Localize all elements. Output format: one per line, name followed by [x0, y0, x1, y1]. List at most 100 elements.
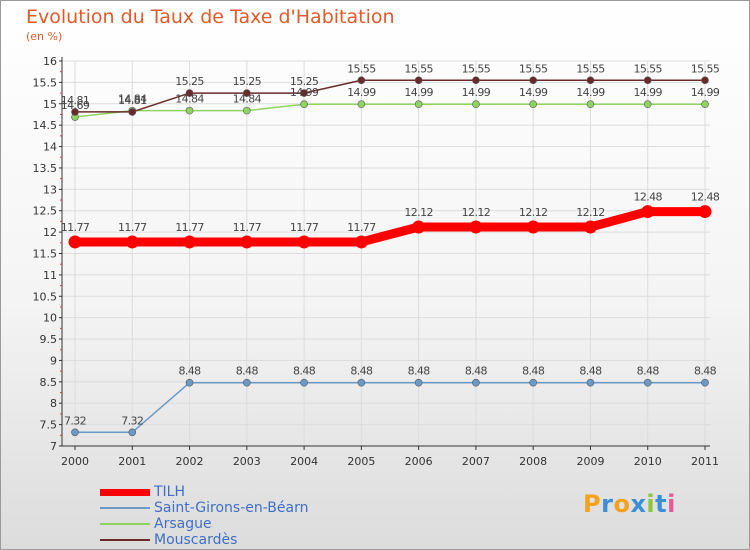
- legend-label: Saint-Girons-en-Béarn: [154, 500, 309, 516]
- y-tick-label: 13: [43, 183, 57, 196]
- data-point: [185, 89, 194, 97]
- y-tick-label: 8: [50, 397, 57, 410]
- y-tick-label: 7: [50, 440, 57, 453]
- data-point: [243, 378, 251, 387]
- data-label: 12.48: [691, 191, 720, 204]
- y-tick-label: 9.5: [40, 333, 58, 346]
- legend-label: TILH: [154, 484, 186, 500]
- data-label: 11.77: [175, 221, 204, 234]
- data-label: 14.69: [61, 99, 90, 112]
- data-label: 12.12: [462, 206, 491, 219]
- data-point: [701, 100, 709, 109]
- legend-swatch-saint-girons: [100, 507, 150, 509]
- data-label: 7.32: [64, 414, 86, 427]
- y-tick-label: 11: [43, 269, 57, 282]
- data-label: 14.99: [290, 86, 319, 99]
- data-label: 15.55: [404, 62, 433, 75]
- data-point: [357, 100, 366, 109]
- y-tick-label: 7.5: [40, 419, 58, 432]
- data-point: [185, 106, 194, 115]
- data-label: 11.77: [118, 221, 147, 234]
- y-tick-label: 15.5: [33, 76, 58, 89]
- data-point: [128, 428, 137, 437]
- data-label: 14.99: [462, 86, 491, 99]
- legend-label: Mouscardès: [154, 532, 238, 548]
- data-label: 14.84: [118, 93, 147, 106]
- legend-label: Arsague: [154, 516, 212, 532]
- data-label: 7.32: [121, 414, 143, 427]
- y-tick-label: 16: [43, 55, 57, 68]
- x-tick-label: 2005: [347, 455, 375, 468]
- x-tick-label: 2001: [118, 455, 146, 468]
- data-point: [586, 378, 595, 387]
- data-point: [698, 205, 712, 219]
- data-point: [300, 100, 308, 109]
- data-point: [414, 100, 423, 109]
- data-label: 15.25: [290, 75, 319, 88]
- logo-letter: r: [601, 490, 614, 518]
- data-point: [68, 235, 82, 249]
- proxiti-logo: Proxiti: [583, 490, 676, 518]
- data-point: [643, 378, 652, 387]
- data-label: 14.99: [519, 86, 548, 99]
- data-point: [125, 235, 139, 249]
- y-tick-label: 12: [43, 226, 57, 239]
- chart-subtitle: (en %): [26, 30, 63, 43]
- legend-swatch-arsague: [100, 523, 150, 525]
- data-point: [529, 76, 537, 85]
- x-tick-label: 2011: [691, 455, 719, 468]
- x-tick-label: 2007: [462, 455, 490, 468]
- data-label: 15.55: [347, 62, 376, 75]
- data-point: [586, 76, 595, 85]
- data-label: 8.48: [637, 365, 660, 378]
- data-label: 14.81: [61, 94, 90, 107]
- data-label: 8.48: [236, 365, 259, 378]
- legend-item-tilh: TILH: [100, 484, 360, 500]
- data-point: [183, 235, 197, 249]
- legend-swatch-mouscardes: [100, 539, 150, 541]
- data-point: [412, 220, 426, 234]
- data-point: [185, 378, 194, 387]
- data-label: 8.48: [408, 365, 431, 378]
- logo-letter: i: [667, 490, 676, 518]
- logo-letter: t: [655, 490, 668, 518]
- data-point: [243, 106, 251, 115]
- y-tick-label: 8.5: [40, 376, 58, 389]
- data-point: [71, 428, 79, 437]
- x-tick-label: 2000: [61, 455, 89, 468]
- data-point: [529, 378, 537, 387]
- data-label: 14.99: [347, 86, 376, 99]
- data-label: 12.12: [404, 206, 433, 219]
- data-point: [300, 378, 308, 387]
- data-label: 14.99: [691, 86, 720, 99]
- data-label: 14.99: [404, 86, 433, 99]
- data-label: 12.12: [576, 206, 605, 219]
- data-point: [472, 100, 480, 109]
- legend-item-arsague: Arsague: [100, 516, 360, 532]
- data-label: 14.84: [233, 93, 262, 106]
- y-tick-label: 15: [43, 98, 57, 111]
- data-point: [641, 205, 655, 219]
- data-point: [243, 89, 251, 97]
- data-point: [300, 89, 308, 97]
- x-tick-label: 2004: [290, 455, 318, 468]
- data-label: 8.48: [579, 365, 602, 378]
- x-tick-label: 2009: [576, 455, 604, 468]
- data-point: [71, 108, 79, 116]
- data-point: [297, 235, 311, 249]
- y-tick-label: 10: [43, 312, 57, 325]
- data-label: 11.77: [347, 221, 376, 234]
- data-point: [583, 220, 597, 234]
- data-label: 12.48: [633, 191, 662, 204]
- logo-letter: o: [613, 490, 631, 518]
- data-label: 8.48: [350, 365, 373, 378]
- series-line-tilh: [75, 207, 705, 247]
- x-tick-label: 2006: [405, 455, 433, 468]
- series-line-arsague: [74, 103, 705, 118]
- data-label: 15.55: [519, 62, 548, 75]
- data-point: [240, 235, 254, 249]
- y-tick-label: 14: [43, 141, 57, 154]
- data-label: 15.55: [691, 62, 720, 75]
- data-point: [586, 100, 595, 109]
